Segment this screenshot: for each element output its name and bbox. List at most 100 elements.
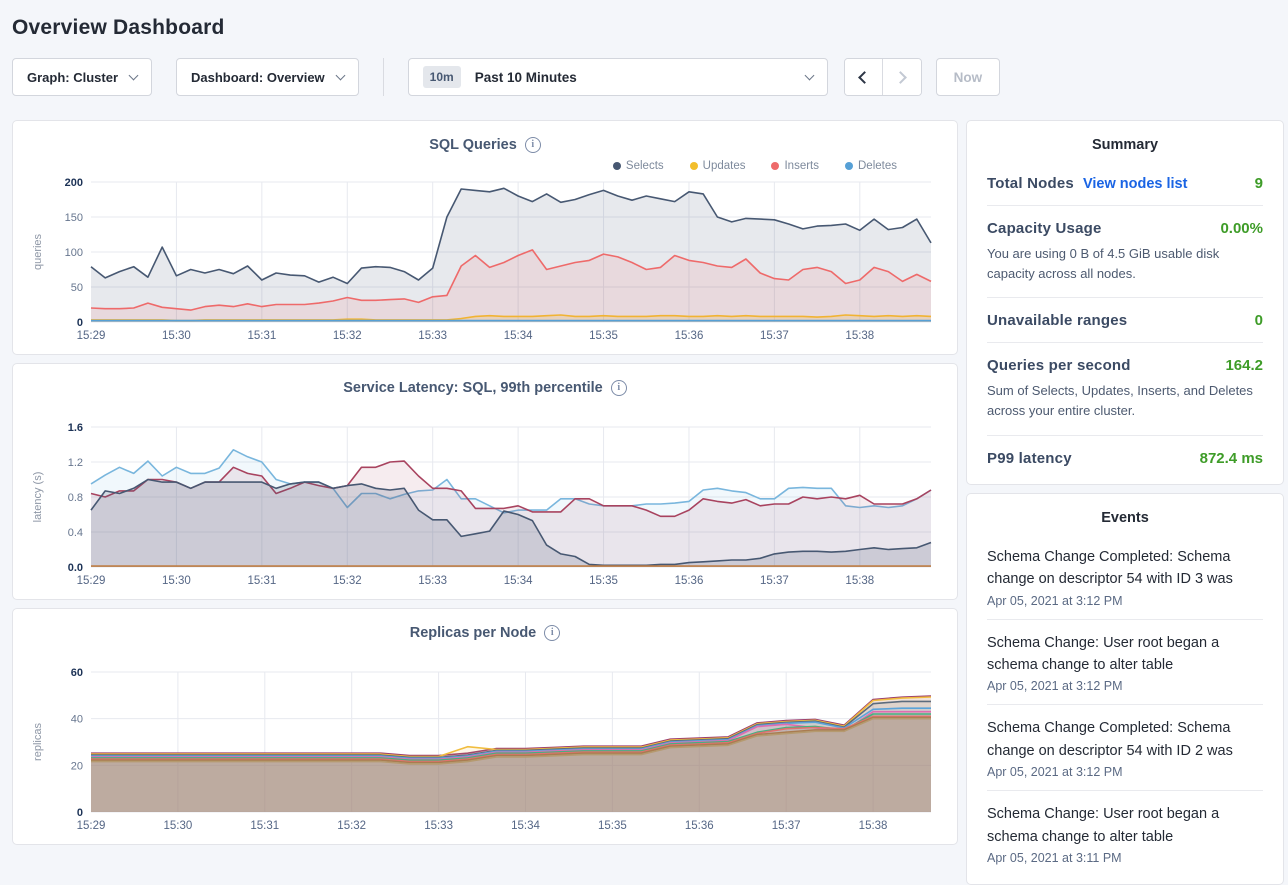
svg-text:queries: queries: [32, 233, 44, 270]
svg-text:200: 200: [65, 177, 83, 189]
legend-dot: [612, 162, 621, 170]
svg-text:15:33: 15:33: [418, 575, 447, 587]
svg-text:15:36: 15:36: [675, 575, 704, 587]
legend-label: Selects: [625, 160, 664, 172]
chart-title-row: SQL Queries i: [29, 134, 941, 156]
time-range-selector[interactable]: 10m Past 10 Minutes: [407, 58, 828, 96]
chevron-down-icon: [128, 70, 139, 80]
chevron-right-icon: [893, 70, 907, 84]
summary-row-queries-per-second: Queries per second 164.2 Sum of Selects,…: [987, 342, 1263, 434]
summary-panel: Summary Total Nodes View nodes list 9 Ca…: [966, 120, 1284, 485]
svg-text:15:30: 15:30: [162, 575, 191, 587]
summary-value: 872.4 ms: [1199, 449, 1263, 467]
legend-item-selects[interactable]: Selects: [612, 160, 664, 172]
chart-title: SQL Queries: [429, 137, 517, 153]
summary-row-p99-latency: P99 latency 872.4 ms: [987, 434, 1263, 480]
legend-item-deletes[interactable]: Deletes: [845, 160, 897, 172]
info-icon[interactable]: i: [524, 137, 541, 153]
svg-text:0: 0: [77, 317, 83, 329]
chevron-down-icon: [335, 70, 346, 80]
event-item: Schema Change: User root began a schema …: [987, 790, 1263, 876]
legend-item-inserts[interactable]: Inserts: [771, 160, 819, 172]
event-message[interactable]: Schema Change Completed: Schema change o…: [987, 720, 1233, 759]
summary-row-total-nodes: Total Nodes View nodes list 9: [987, 161, 1263, 205]
svg-text:1.6: 1.6: [68, 422, 83, 434]
svg-text:15:31: 15:31: [250, 820, 279, 832]
chart-title-row: Replicas per Node i: [29, 622, 941, 644]
summary-row-unavailable-ranges: Unavailable ranges 0: [987, 297, 1263, 342]
dashboard-selector-dropdown[interactable]: Dashboard: Overview: [176, 58, 359, 96]
replicas-per-node-chart-card: Replicas per Node i 0 20 40 60 15:29 15:30 15:…: [12, 608, 958, 845]
svg-text:0.0: 0.0: [68, 562, 83, 574]
page-title: Overview Dashboard: [12, 16, 225, 39]
service-latency-chart-card: Service Latency: SQL, 99th percentile i …: [12, 363, 958, 600]
svg-text:150: 150: [65, 212, 83, 224]
events-panel: Events Schema Change Completed: Schema c…: [966, 492, 1284, 885]
chart-legend: Selects Updates Inserts Deletes: [29, 158, 897, 174]
legend-label: Inserts: [784, 160, 819, 172]
svg-text:0: 0: [77, 807, 83, 819]
svg-text:60: 60: [71, 667, 83, 679]
dashboard-selector-label: Dashboard: Overview: [191, 69, 325, 85]
chart-title: Replicas per Node: [409, 625, 537, 641]
svg-text:15:34: 15:34: [504, 575, 533, 587]
svg-text:15:29: 15:29: [77, 820, 106, 832]
legend-label: Updates: [702, 160, 746, 172]
time-range-badge: 10m: [422, 66, 461, 88]
svg-text:15:33: 15:33: [424, 820, 453, 832]
side-column: Summary Total Nodes View nodes list 9 Ca…: [966, 120, 1284, 885]
summary-subtext: Sum of Selects, Updates, Inserts, and De…: [987, 383, 1253, 419]
svg-text:15:35: 15:35: [598, 820, 627, 832]
svg-text:15:38: 15:38: [859, 820, 888, 832]
svg-text:15:35: 15:35: [589, 330, 618, 342]
main-content: SQL Queries i Selects Updates Inserts Delet…: [12, 120, 1284, 885]
now-button[interactable]: Now: [935, 58, 1001, 96]
legend-item-updates[interactable]: Updates: [689, 160, 746, 172]
svg-text:15:29: 15:29: [77, 330, 106, 342]
time-nav-group: [843, 58, 922, 96]
event-timestamp: Apr 05, 2021 at 3:11 PM: [987, 851, 1122, 866]
svg-text:15:37: 15:37: [760, 330, 789, 342]
svg-text:15:34: 15:34: [504, 330, 533, 342]
events-title: Events: [1101, 509, 1149, 526]
svg-text:0.4: 0.4: [68, 527, 83, 539]
event-message[interactable]: Schema Change: User root began a schema …: [987, 806, 1220, 845]
summary-label: Unavailable ranges: [987, 312, 1128, 330]
svg-text:15:37: 15:37: [772, 820, 801, 832]
svg-text:15:30: 15:30: [164, 820, 193, 832]
info-icon[interactable]: i: [610, 380, 627, 396]
graph-selector-dropdown[interactable]: Graph: Cluster: [12, 58, 153, 96]
svg-text:20: 20: [71, 760, 83, 772]
event-item: Schema Change Completed: Schema change o…: [987, 704, 1263, 790]
svg-text:15:29: 15:29: [77, 575, 106, 587]
next-time-button[interactable]: [882, 59, 921, 95]
view-nodes-list-link[interactable]: View nodes list: [1082, 176, 1188, 192]
svg-text:100: 100: [65, 247, 83, 259]
event-timestamp: Apr 05, 2021 at 3:12 PM: [987, 765, 1123, 780]
svg-text:15:36: 15:36: [685, 820, 714, 832]
svg-text:latency (s): latency (s): [32, 472, 44, 523]
summary-label: Capacity Usage: [987, 220, 1102, 237]
event-item: Schema Change: User root began a schema …: [987, 618, 1263, 705]
charts-column: SQL Queries i Selects Updates Inserts Delet…: [12, 120, 958, 853]
summary-label: Total Nodes: [987, 175, 1074, 192]
svg-text:15:37: 15:37: [760, 575, 789, 587]
toolbar-divider: [382, 58, 384, 96]
chart-title: Service Latency: SQL, 99th percentile: [343, 380, 603, 396]
prev-time-button[interactable]: [844, 59, 883, 95]
svg-text:15:38: 15:38: [845, 330, 874, 342]
summary-title: Summary: [1091, 137, 1159, 153]
svg-text:15:33: 15:33: [418, 330, 447, 342]
graph-selector-label: Graph: Cluster: [27, 69, 119, 85]
event-message[interactable]: Schema Change Completed: Schema change o…: [987, 548, 1233, 588]
svg-text:15:32: 15:32: [337, 820, 366, 832]
legend-label: Deletes: [858, 160, 897, 172]
sql-queries-chart-card: SQL Queries i Selects Updates Inserts Delet…: [12, 120, 958, 355]
svg-text:15:31: 15:31: [247, 575, 276, 587]
summary-subtext: You are using 0 B of 4.5 GiB usable disk…: [987, 246, 1220, 282]
replicas-per-node-chart: 0 20 40 60 15:29 15:30 15:31 15:32 15:33 15:34 15:…: [29, 666, 941, 838]
svg-text:15:32: 15:32: [333, 575, 362, 587]
info-icon[interactable]: i: [544, 625, 561, 641]
event-message[interactable]: Schema Change: User root began a schema …: [987, 634, 1220, 673]
